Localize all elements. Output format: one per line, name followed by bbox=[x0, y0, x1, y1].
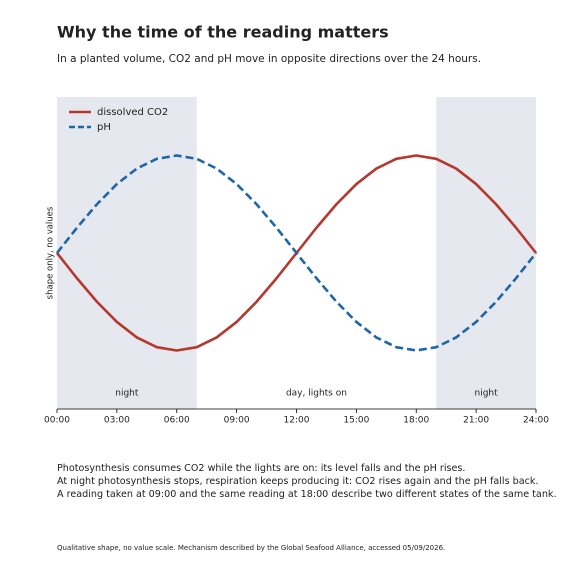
legend-label: pH bbox=[97, 122, 111, 133]
x-tick-label: 09:00 bbox=[224, 416, 250, 426]
region-label: night bbox=[475, 389, 499, 399]
note-line: Photosynthesis consumes CO2 while the li… bbox=[57, 463, 465, 474]
x-tick-label: 00:00 bbox=[44, 416, 70, 426]
x-tick-label: 18:00 bbox=[403, 416, 429, 426]
region-label: day, lights on bbox=[286, 389, 347, 399]
x-tick-label: 12:00 bbox=[284, 416, 310, 426]
night-band bbox=[57, 97, 197, 409]
x-tick-label: 06:00 bbox=[164, 416, 190, 426]
chart-title: Why the time of the reading matters bbox=[57, 23, 389, 42]
x-tick-label: 21:00 bbox=[463, 416, 489, 426]
chart-subtitle: In a planted volume, CO2 and pH move in … bbox=[57, 53, 481, 65]
night-band bbox=[436, 97, 536, 409]
x-tick-label: 15:00 bbox=[343, 416, 369, 426]
region-label: night bbox=[115, 389, 139, 399]
note-line: At night photosynthesis stops, respirati… bbox=[57, 476, 539, 487]
x-tick-label: 24:00 bbox=[523, 416, 549, 426]
series-line bbox=[55, 154, 538, 352]
y-axis-label: shape only, no values bbox=[46, 206, 56, 299]
footer: Qualitative shape, no value scale. Mecha… bbox=[57, 544, 445, 552]
note-line: A reading taken at 09:00 and the same re… bbox=[57, 489, 557, 500]
legend-label: dissolved CO2 bbox=[97, 107, 168, 118]
x-tick-label: 03:00 bbox=[104, 416, 130, 426]
